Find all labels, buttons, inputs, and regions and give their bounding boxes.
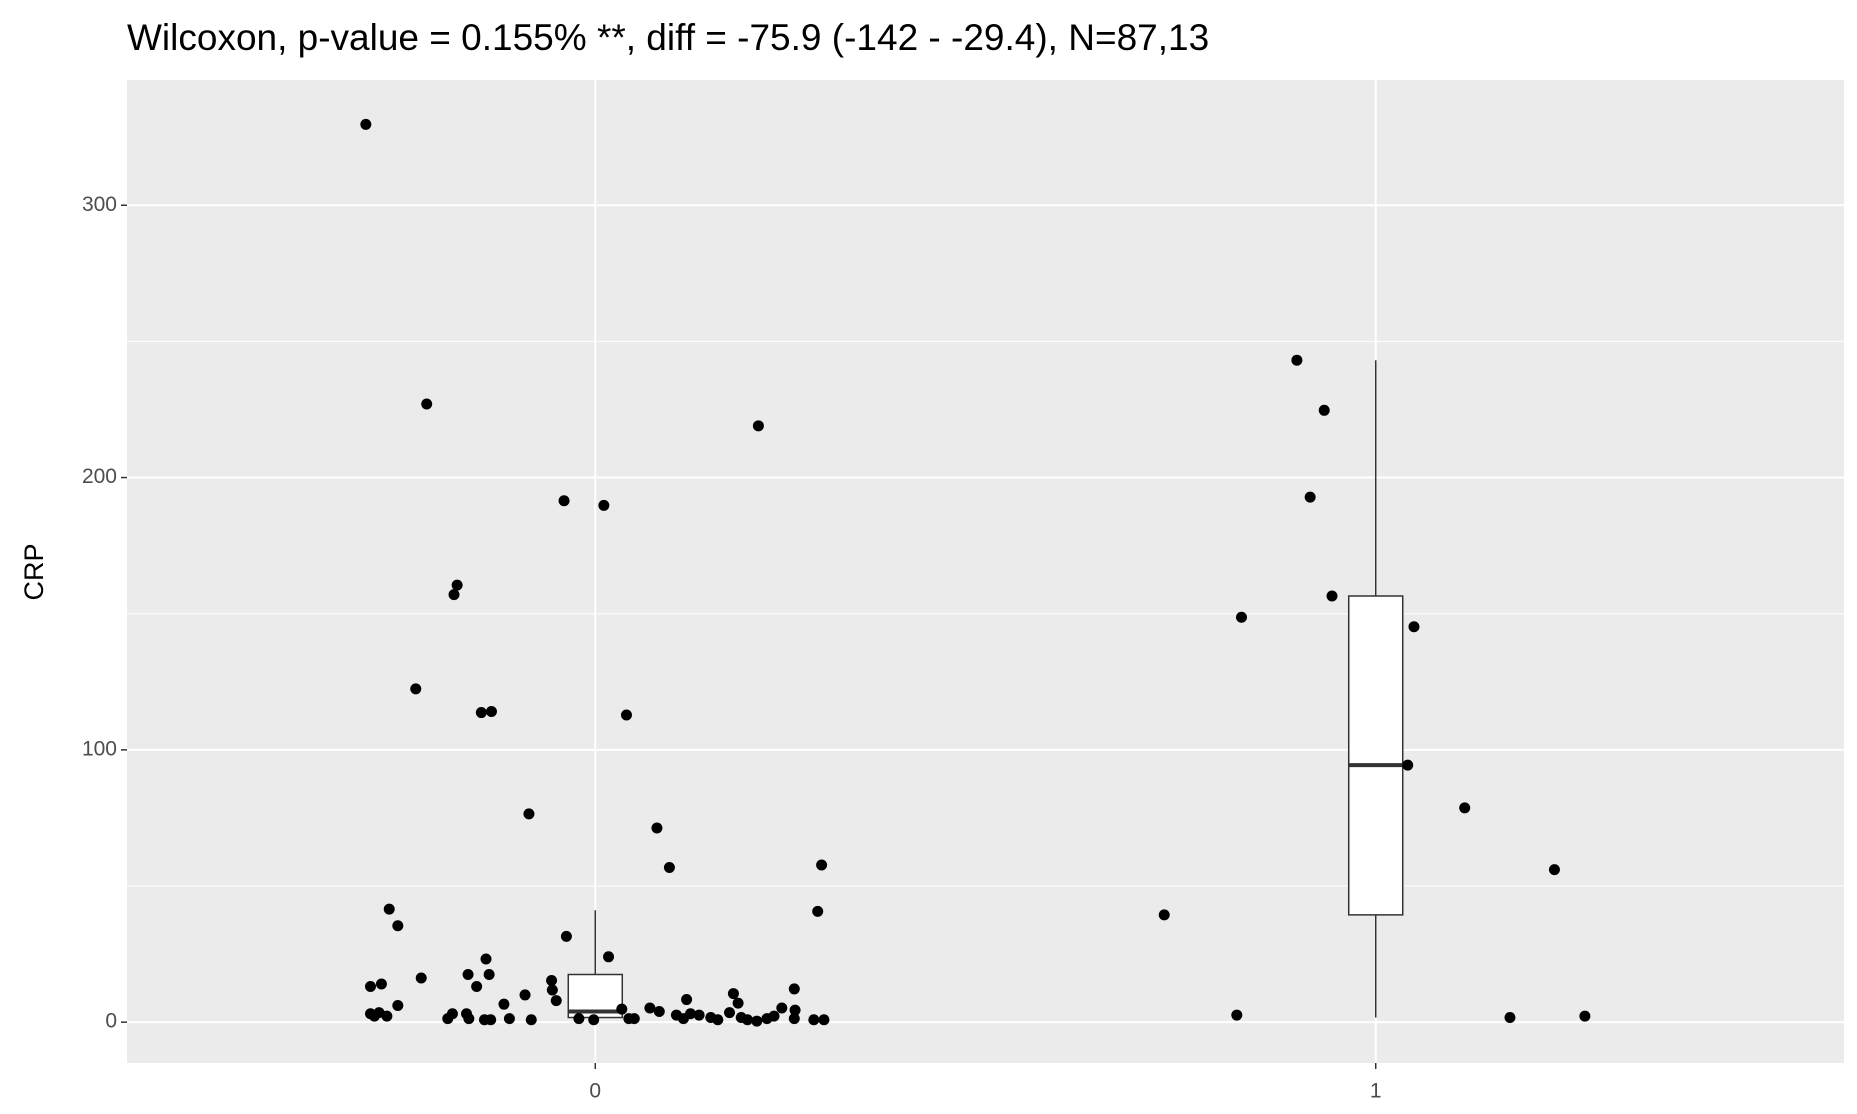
y-axis-label: CRP: [19, 543, 49, 600]
point: [546, 974, 558, 986]
point: [653, 1006, 665, 1018]
point: [448, 589, 460, 601]
point: [1504, 1012, 1516, 1024]
point: [603, 951, 615, 963]
point: [558, 495, 570, 507]
point: [485, 1014, 497, 1026]
point: [525, 1014, 537, 1026]
point: [588, 1014, 600, 1026]
point: [442, 1013, 454, 1025]
point: [1326, 590, 1338, 602]
point: [503, 1013, 515, 1025]
point: [752, 420, 764, 432]
point: [368, 1010, 380, 1022]
point: [693, 1009, 705, 1021]
point: [365, 980, 377, 992]
point: [616, 1003, 628, 1015]
point: [751, 1015, 763, 1027]
point: [410, 683, 422, 695]
point: [684, 1008, 696, 1020]
point: [776, 1002, 788, 1014]
point: [788, 983, 800, 995]
point: [451, 579, 463, 591]
point: [808, 1014, 820, 1026]
point: [788, 1013, 800, 1025]
y-tick-label: 0: [105, 1010, 117, 1033]
point: [375, 978, 387, 990]
point: [1304, 491, 1316, 503]
point: [1158, 909, 1170, 921]
point: [392, 1000, 404, 1012]
y-tick-label: 300: [82, 193, 117, 216]
point: [560, 930, 572, 942]
y-tick-label: 200: [82, 465, 117, 488]
point: [1408, 621, 1420, 633]
point: [480, 953, 492, 965]
point: [519, 989, 531, 1001]
point: [598, 499, 610, 511]
point: [471, 980, 483, 992]
point: [421, 398, 433, 410]
point: [1548, 864, 1560, 876]
point: [381, 1010, 393, 1022]
point: [768, 1010, 780, 1022]
point: [1235, 611, 1247, 623]
point: [1291, 354, 1303, 366]
point: [732, 997, 744, 1009]
point: [628, 1013, 640, 1025]
point: [1459, 802, 1471, 814]
point: [550, 995, 562, 1007]
point: [573, 1013, 585, 1025]
point: [523, 808, 535, 820]
point: [462, 969, 474, 981]
point: [1318, 404, 1330, 416]
plot-background: [127, 80, 1844, 1063]
point: [620, 709, 632, 721]
point: [812, 905, 824, 917]
x-tick-label: 0: [589, 1080, 601, 1103]
point: [463, 1013, 475, 1025]
point: [644, 1002, 656, 1014]
point: [741, 1014, 753, 1026]
point: [789, 1004, 801, 1016]
point: [1402, 759, 1414, 771]
point: [546, 984, 558, 996]
point: [392, 920, 404, 932]
point: [475, 707, 487, 719]
point: [1579, 1010, 1591, 1022]
point: [483, 969, 495, 981]
point: [498, 998, 510, 1010]
point: [383, 903, 395, 915]
point: [415, 972, 427, 984]
point: [1231, 1009, 1243, 1021]
point: [485, 705, 497, 717]
point: [727, 988, 739, 1000]
x-tick-label: 1: [1370, 1080, 1382, 1103]
point: [712, 1014, 724, 1026]
y-tick-label: 100: [82, 737, 117, 760]
point: [663, 861, 675, 873]
point: [818, 1014, 830, 1026]
point: [724, 1007, 736, 1019]
point: [651, 822, 663, 834]
chart-title: Wilcoxon, p-value = 0.155% **, diff = -7…: [127, 17, 1209, 58]
point: [681, 994, 693, 1006]
point: [816, 859, 828, 871]
point: [360, 118, 372, 130]
box: [1347, 595, 1404, 916]
